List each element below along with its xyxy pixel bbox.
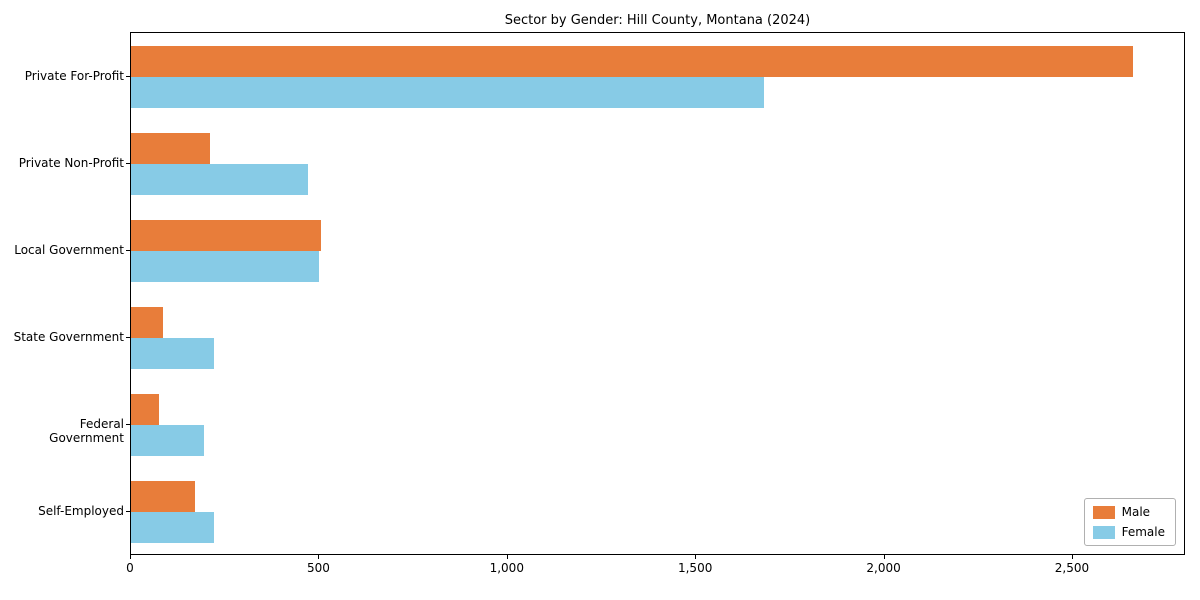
- xtick-label-0: 0: [126, 561, 134, 575]
- legend-swatch-female: [1092, 525, 1115, 539]
- bar-male-federal-government: [131, 394, 160, 426]
- xtick-label-2500: 2,500: [1054, 561, 1090, 575]
- bar-male-state-government: [131, 307, 164, 339]
- chart-title: Sector by Gender: Hill County, Montana (…: [504, 13, 811, 28]
- bar-female-private-non-profit: [131, 163, 309, 195]
- ytick-label-private-for-profit: Private For-Profit: [24, 68, 124, 83]
- ytick-mark: [126, 337, 130, 339]
- bar-female-local-government: [131, 250, 320, 282]
- ytick-label-federal-government: Federal Government: [49, 417, 124, 446]
- bar-male-private-for-profit: [131, 45, 1134, 77]
- xtick-mark: [695, 555, 697, 559]
- xtick-label-1000: 1,000: [489, 561, 524, 575]
- bar-male-local-government: [131, 219, 322, 251]
- legend-swatch-male: [1092, 505, 1115, 519]
- xtick-mark: [883, 555, 885, 559]
- ytick-mark: [126, 424, 130, 426]
- bar-female-self-employed: [131, 512, 214, 544]
- xtick-mark: [318, 555, 320, 559]
- ytick-mark: [126, 75, 130, 77]
- legend: Male Female: [1083, 498, 1176, 546]
- xtick-label-1500: 1,500: [677, 561, 713, 575]
- ytick-label-private-non-profit: Private Non-Profit: [18, 155, 124, 170]
- xtick-mark: [506, 555, 508, 559]
- xtick-label-500: 500: [306, 561, 330, 575]
- ytick-mark: [126, 249, 130, 251]
- ytick-mark: [126, 162, 130, 164]
- legend-label-female: Female: [1121, 525, 1165, 539]
- legend-entry-male: Male: [1092, 505, 1165, 519]
- bar-female-private-for-profit: [131, 76, 764, 108]
- ytick-mark: [126, 511, 130, 513]
- xtick-label-2000: 2,000: [866, 561, 901, 575]
- plot-area: Male Female: [130, 32, 1185, 555]
- bar-female-federal-government: [131, 425, 205, 457]
- bar-male-self-employed: [131, 481, 196, 513]
- bar-male-private-non-profit: [131, 132, 211, 164]
- xtick-mark: [130, 555, 131, 559]
- xtick-mark: [1071, 555, 1073, 559]
- ytick-label-state-government: State Government: [13, 330, 124, 345]
- legend-label-male: Male: [1121, 505, 1151, 519]
- legend-entry-female: Female: [1092, 525, 1165, 539]
- bar-female-state-government: [131, 338, 214, 370]
- ytick-label-local-government: Local Government: [14, 242, 124, 257]
- ytick-label-self-employed: Self-Employed: [38, 504, 124, 519]
